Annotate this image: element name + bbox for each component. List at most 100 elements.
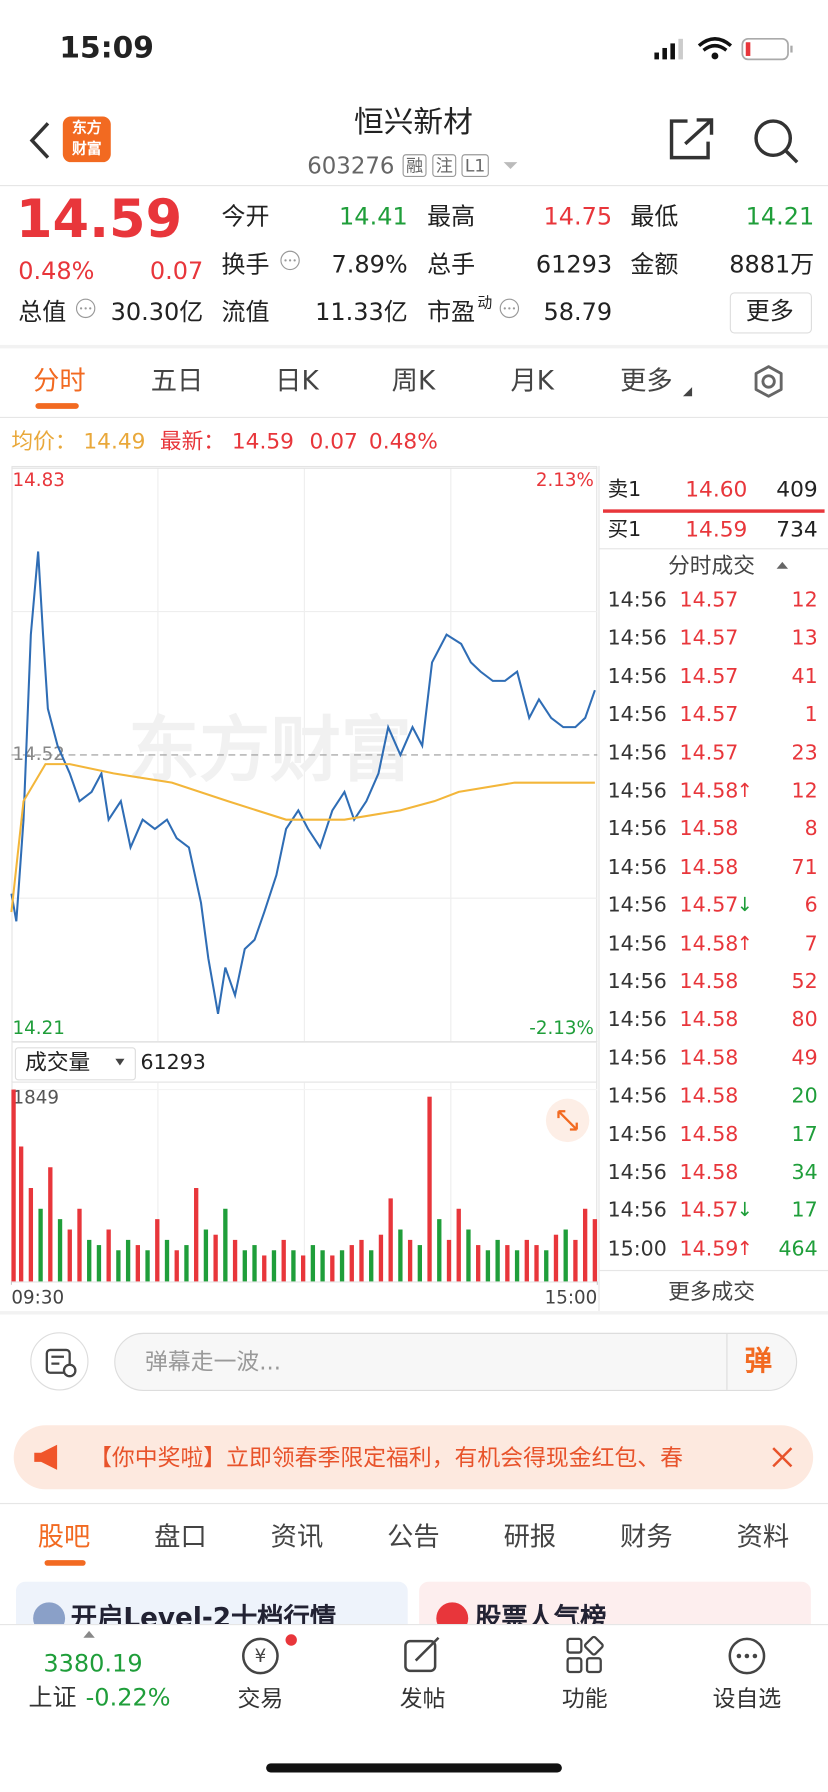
tab[interactable]: 周K bbox=[391, 366, 436, 397]
trade-time: 14:56 bbox=[607, 626, 667, 651]
promo-banner[interactable] bbox=[13, 1425, 814, 1490]
more-trades[interactable]: 更多成交 bbox=[668, 1279, 755, 1305]
volume-bar bbox=[437, 1219, 442, 1282]
bid-label: 买1 bbox=[607, 517, 642, 542]
info-icon[interactable] bbox=[74, 297, 97, 320]
share-button[interactable] bbox=[667, 116, 717, 162]
trade-volume: 12 bbox=[791, 779, 818, 804]
tab[interactable]: 月K bbox=[510, 366, 554, 397]
close-button[interactable] bbox=[770, 1445, 795, 1470]
settings-button[interactable] bbox=[749, 363, 788, 402]
trade-time: 14:56 bbox=[607, 969, 667, 994]
volume-bar bbox=[57, 1219, 63, 1282]
field-value: 14.21 bbox=[745, 202, 815, 231]
expand-button[interactable] bbox=[545, 1098, 591, 1144]
volume-bar bbox=[223, 1208, 228, 1282]
trade-price: 14.57 bbox=[679, 1198, 739, 1223]
trade-volume: 71 bbox=[791, 855, 818, 880]
nav-item[interactable]: 发帖 bbox=[399, 1684, 446, 1712]
volume-bar bbox=[291, 1250, 296, 1282]
dropdown-icon[interactable] bbox=[503, 160, 519, 171]
index-change: -0.22% bbox=[85, 1683, 171, 1712]
volume-bar bbox=[213, 1234, 218, 1282]
megaphone-icon bbox=[34, 1444, 58, 1470]
trade-volume: 17 bbox=[791, 1122, 818, 1147]
nav-item[interactable]: 交易 bbox=[237, 1684, 284, 1712]
section-tab[interactable]: 公告 bbox=[387, 1522, 440, 1553]
more-button-label: 更多 bbox=[745, 297, 794, 325]
y-tick-label: 14.52 bbox=[13, 744, 65, 765]
danmaku-settings[interactable] bbox=[30, 1332, 91, 1393]
back-button[interactable] bbox=[23, 119, 57, 162]
trade-price: 14.58 bbox=[679, 1084, 739, 1109]
volume-bar bbox=[116, 1250, 121, 1282]
search-button[interactable] bbox=[751, 116, 801, 164]
ask-label: 卖1 bbox=[607, 477, 642, 502]
volume-bar bbox=[592, 1219, 598, 1282]
promo-text: 【你中奖啦】立即领春季限定福利，有机会得现金红包、春 bbox=[89, 1443, 683, 1471]
trade-time: 14:56 bbox=[607, 855, 667, 880]
status-time: 15:09 bbox=[59, 31, 154, 66]
indicator-select[interactable] bbox=[14, 1047, 136, 1081]
danmaku-input[interactable] bbox=[114, 1332, 798, 1392]
trade-time: 14:56 bbox=[607, 740, 667, 765]
badge: 融 bbox=[402, 154, 427, 178]
volume-bar bbox=[398, 1229, 403, 1282]
last-label: 最新： bbox=[159, 428, 226, 455]
volume-bar bbox=[135, 1245, 140, 1282]
danmaku-send[interactable]: 弹 bbox=[744, 1344, 773, 1377]
nav-item[interactable]: 设自选 bbox=[712, 1684, 782, 1712]
logo-text: 东方 bbox=[71, 120, 102, 138]
index-value[interactable]: 3380.19 bbox=[43, 1649, 143, 1678]
tab-active[interactable]: 分时 bbox=[33, 366, 86, 397]
trade-price: 14.58 bbox=[679, 1160, 739, 1185]
trade-volume: 7 bbox=[804, 931, 818, 956]
volume-bar bbox=[330, 1255, 335, 1282]
section-tab[interactable]: 资讯 bbox=[270, 1522, 324, 1553]
tab[interactable]: 五日 bbox=[150, 366, 204, 397]
section-tab-active[interactable]: 股吧 bbox=[37, 1522, 91, 1553]
y2-tick-label: 2.13% bbox=[536, 470, 594, 491]
post-icon bbox=[404, 1636, 440, 1673]
divider bbox=[599, 548, 828, 550]
last-change: 0.07 bbox=[309, 428, 358, 455]
volume-chart: 1849 09:30 15:00 bbox=[10, 1082, 598, 1309]
volume-bar bbox=[48, 1167, 53, 1282]
trade-arrow: ↑ bbox=[736, 932, 753, 956]
last-price: 14.59 bbox=[15, 187, 183, 250]
divider bbox=[599, 1269, 828, 1272]
volume-bar bbox=[495, 1239, 500, 1282]
volume-bar bbox=[349, 1245, 354, 1282]
volume-bar bbox=[310, 1245, 316, 1282]
info-icon[interactable] bbox=[498, 297, 521, 320]
volume-bar bbox=[446, 1239, 452, 1282]
divider bbox=[0, 416, 828, 418]
section-tab[interactable]: 资料 bbox=[736, 1522, 790, 1553]
volume-bar bbox=[369, 1250, 374, 1282]
trade-price: 14.58 bbox=[679, 779, 739, 804]
trade-time: 14:56 bbox=[607, 1198, 667, 1223]
danmaku-placeholder: 弹幕走一波... bbox=[145, 1347, 282, 1376]
tab[interactable]: 更多 bbox=[620, 366, 673, 397]
volume-bar bbox=[28, 1188, 34, 1282]
trade-arrow: ↑ bbox=[736, 779, 753, 803]
field-label: 市盈 bbox=[427, 298, 476, 326]
tab[interactable]: 日K bbox=[275, 366, 319, 397]
trade-price: 14.57 bbox=[679, 893, 739, 918]
info-icon[interactable] bbox=[279, 249, 302, 272]
section-tab[interactable]: 盘口 bbox=[154, 1522, 207, 1553]
trade-time: 14:56 bbox=[607, 1122, 667, 1147]
more-button[interactable] bbox=[729, 292, 813, 334]
trade-volume: 464 bbox=[778, 1236, 818, 1261]
sort-icon[interactable] bbox=[775, 560, 789, 571]
trade-time: 14:56 bbox=[607, 1084, 667, 1109]
volume-bar bbox=[573, 1239, 578, 1282]
section-tab[interactable]: 研报 bbox=[503, 1522, 557, 1553]
section-tab[interactable]: 财务 bbox=[620, 1522, 673, 1553]
field-value: 61293 bbox=[535, 250, 613, 278]
field-label: 最低 bbox=[630, 202, 679, 231]
nav-item[interactable]: 功能 bbox=[561, 1684, 608, 1712]
volume-bar bbox=[427, 1096, 432, 1282]
volume-bar bbox=[106, 1229, 111, 1282]
field-value: 14.41 bbox=[339, 202, 408, 231]
